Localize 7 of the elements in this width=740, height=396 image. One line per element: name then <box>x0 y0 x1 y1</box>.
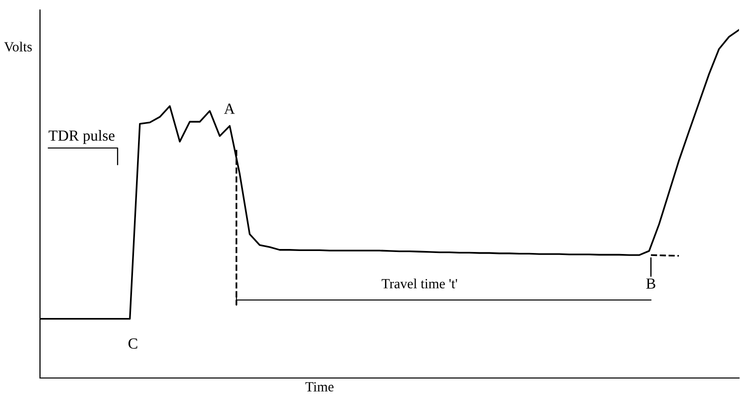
x-axis-title: Time <box>305 382 334 392</box>
annotation: Travel time 't' <box>382 278 458 288</box>
annotation: TDR pulse <box>48 130 114 144</box>
annotation: C <box>128 338 138 349</box>
annotation: B <box>646 278 656 289</box>
y-axis-title: Volts <box>4 42 32 52</box>
annotation: A <box>224 104 235 114</box>
